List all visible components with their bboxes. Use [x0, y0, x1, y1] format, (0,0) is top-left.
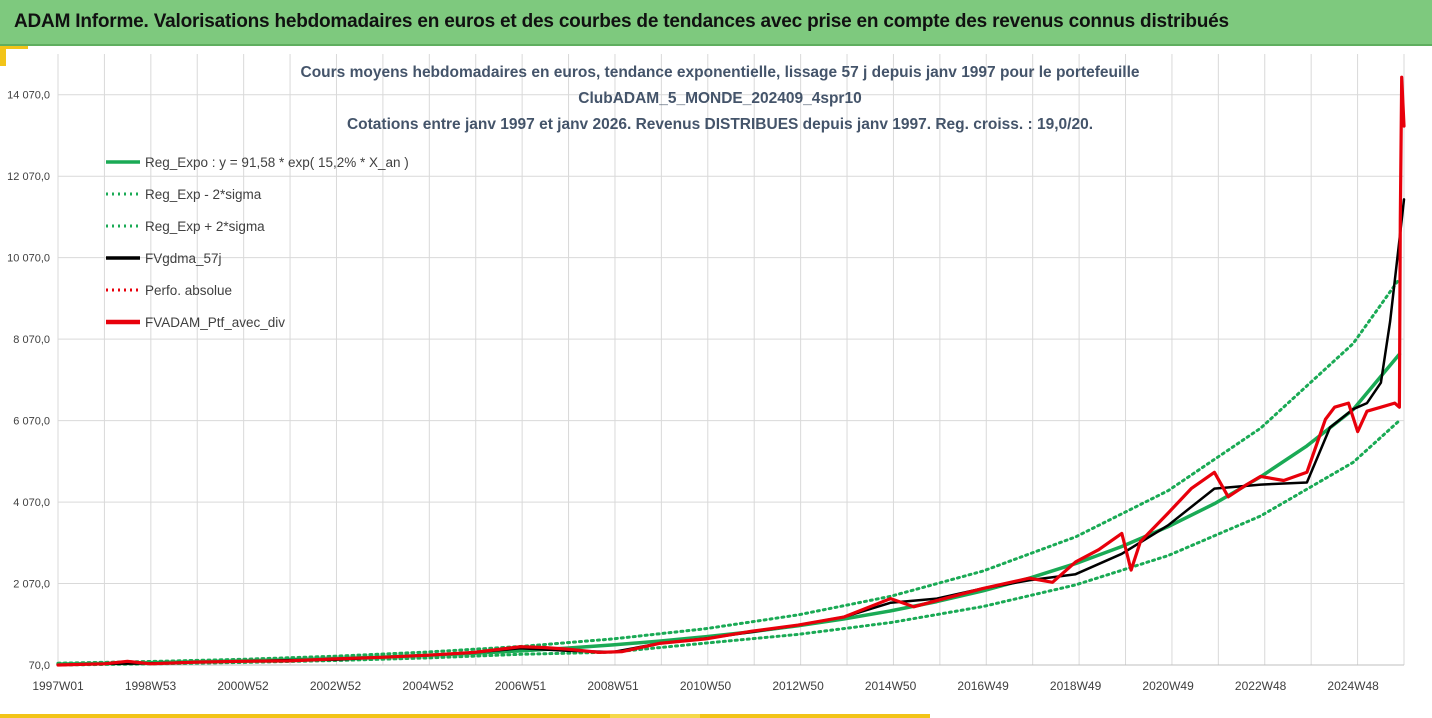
- x-tick-label: 2004W52: [402, 679, 454, 693]
- x-tick-label: 2016W49: [957, 679, 1009, 693]
- x-tick-label: 2010W50: [680, 679, 732, 693]
- x-tick-label: 1998W53: [125, 679, 177, 693]
- series-line-reg-expo: [56, 352, 1402, 666]
- x-tick-label: 2014W50: [865, 679, 917, 693]
- y-axis-ticks: 70,0 2 070,0 4 070,0 6 070,0 8 070,0 10 070,0…: [7, 90, 50, 672]
- y-tick-label: 8 070,0: [13, 334, 50, 346]
- series-line-fvgdma-57j: [56, 198, 1406, 667]
- x-tick-label: 1997W01: [32, 679, 84, 693]
- chart-series: [56, 75, 1406, 667]
- y-tick-label: 10 070,0: [7, 253, 50, 265]
- page-title: ADAM Informe. Valorisations hebdomadaire…: [14, 11, 1229, 32]
- y-tick-label: 4 070,0: [13, 497, 50, 509]
- legend-label: FVADAM_Ptf_avec_div: [145, 315, 285, 330]
- chart-title-line: Cotations entre janv 1997 et janv 2026. …: [347, 116, 1093, 133]
- x-tick-label: 2022W48: [1235, 679, 1287, 693]
- series-line-reg-exp-2-sigma: [56, 277, 1401, 665]
- x-tick-label: 2008W51: [587, 679, 639, 693]
- y-tick-label: 14 070,0: [7, 90, 50, 102]
- x-tick-label: 2002W52: [310, 679, 362, 693]
- x-axis-ticks: 1997W01 1998W53 2000W52 2002W52 2004W52 2006W…: [32, 679, 1379, 693]
- y-tick-label: 6 070,0: [13, 416, 50, 428]
- chart-legend: Reg_Expo : y = 91,58 * exp( 15,2% * X_an…: [106, 155, 409, 330]
- accent-bar-bottom: [0, 714, 930, 718]
- line-chart: 70,0 2 070,0 4 070,0 6 070,0 8 070,0 10 070,0…: [7, 54, 1406, 693]
- x-tick-label: 2024W48: [1327, 679, 1379, 693]
- legend-label: Reg_Exp - 2*sigma: [145, 187, 262, 202]
- x-tick-label: 2020W49: [1142, 679, 1194, 693]
- legend-label: Reg_Expo : y = 91,58 * exp( 15,2% * X_an…: [145, 155, 409, 170]
- x-tick-label: 2018W49: [1050, 679, 1102, 693]
- chart-title-line: Cours moyens hebdomadaires en euros, ten…: [301, 64, 1140, 81]
- x-tick-label: 2012W50: [772, 679, 824, 693]
- x-tick-label: 2006W51: [495, 679, 547, 693]
- x-tick-label: 2000W52: [217, 679, 269, 693]
- series-line-reg-exp-2-sigma: [56, 419, 1401, 667]
- chart-title-line: ClubADAM_5_MONDE_202409_4spr10: [578, 90, 861, 107]
- legend-label: Perfo. absolue: [145, 283, 232, 298]
- y-tick-label: 2 070,0: [13, 579, 50, 591]
- y-tick-label: 70,0: [29, 660, 50, 672]
- legend-label: FVgdma_57j: [145, 251, 222, 266]
- accent-bar-left: [0, 46, 6, 66]
- gridlines: [57, 54, 1405, 666]
- header-bar: ADAM Informe. Valorisations hebdomadaire…: [0, 0, 1432, 46]
- y-tick-label: 12 070,0: [7, 171, 50, 183]
- accent-bar-top: [0, 46, 28, 49]
- legend-label: Reg_Exp + 2*sigma: [145, 219, 265, 234]
- accent-bar-bottom-mid: [610, 714, 700, 718]
- series-line-fvadam-ptf-avec-div: [56, 75, 1406, 667]
- chart-title: Cours moyens hebdomadaires en euros, ten…: [301, 64, 1140, 133]
